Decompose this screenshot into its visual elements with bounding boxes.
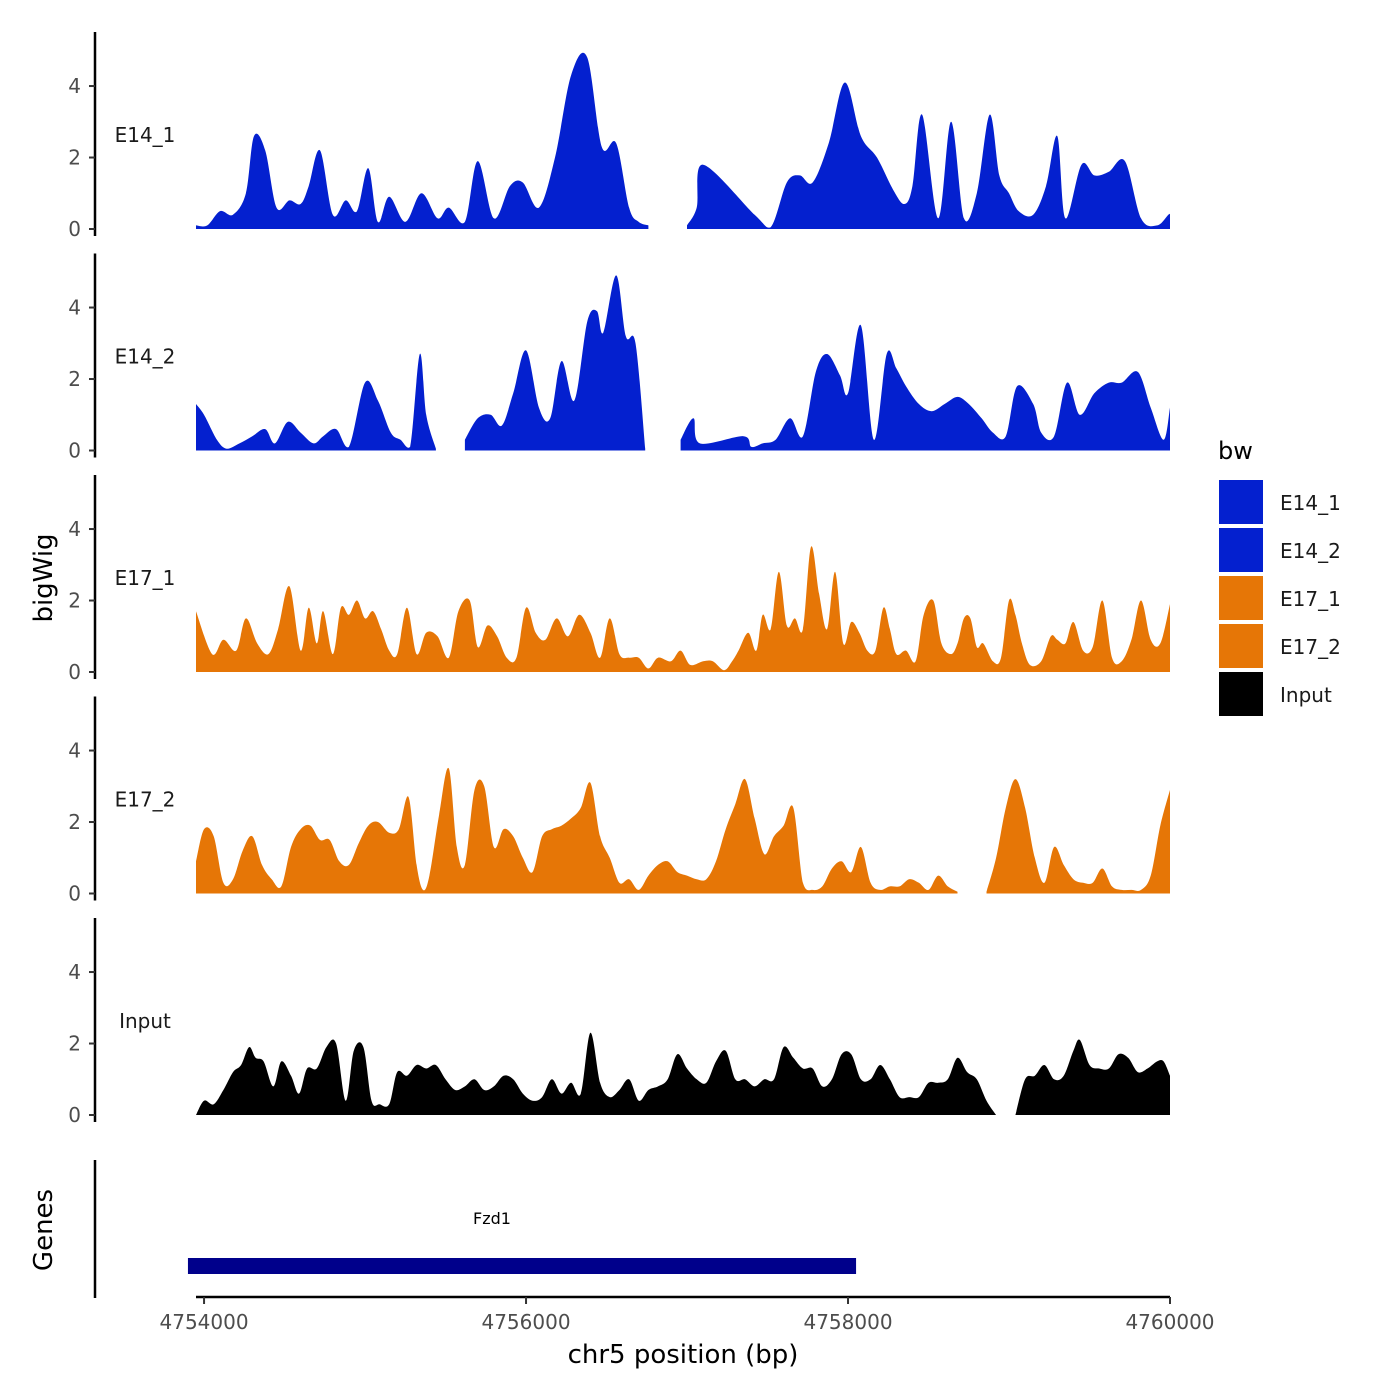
- area-e17-2-segment-1: [986, 779, 1170, 894]
- legend-swatch-e14-2: [1219, 528, 1263, 572]
- y-tick-label-e14-2-0: 0: [68, 439, 81, 463]
- area-e14-2-segment-0: [196, 353, 436, 451]
- gene-bar-fzd1: [187, 1258, 857, 1274]
- legend-label-e14-2: E14_2: [1280, 539, 1341, 563]
- legend-label-e17-1: E17_1: [1280, 587, 1341, 611]
- track-label-e17-1: E17_1: [115, 566, 176, 590]
- y-tick-label-input-2: 2: [68, 1032, 81, 1056]
- legend-swatch-e17-1: [1219, 576, 1263, 620]
- x-tick-label-4758000: 4758000: [803, 1310, 892, 1334]
- y-tick-label-e17-1-2: 2: [68, 589, 81, 613]
- x-tick-label-4756000: 4756000: [481, 1310, 570, 1334]
- area-e14-2-segment-2: [680, 324, 1170, 451]
- y-tick-label-e17-1-4: 4: [68, 517, 81, 541]
- y-tick-label-e17-2-2: 2: [68, 810, 81, 834]
- legend-label-e17-2: E17_2: [1280, 635, 1341, 659]
- area-e14-1-segment-0: [196, 52, 649, 229]
- legend-swatch-e14-1: [1219, 480, 1263, 524]
- legend-title: bw: [1218, 437, 1253, 465]
- legend-label-e14-1: E14_1: [1280, 491, 1341, 515]
- legend-swatch-e17-2: [1219, 624, 1263, 668]
- track-label-input: Input: [119, 1009, 171, 1033]
- track-label-e14-1: E14_1: [115, 123, 176, 147]
- genes-track-title: Genes: [29, 1189, 59, 1271]
- y-tick-label-e17-2-4: 4: [68, 739, 81, 763]
- area-input-segment-0: [196, 1032, 997, 1115]
- y-axis-title: bigWig: [29, 533, 59, 622]
- y-tick-label-e14-2-4: 4: [68, 296, 81, 320]
- y-tick-label-e14-1-4: 4: [68, 74, 81, 98]
- y-tick-label-e14-1-0: 0: [68, 217, 81, 241]
- area-input-segment-1: [1015, 1039, 1170, 1115]
- y-tick-label-e17-2-0: 0: [68, 882, 81, 906]
- area-e14-1-segment-1: [687, 82, 1170, 229]
- x-tick-label-4754000: 4754000: [160, 1310, 249, 1334]
- y-tick-label-e14-2-2: 2: [68, 367, 81, 391]
- x-tick-label-4760000: 4760000: [1125, 1310, 1214, 1334]
- legend-label-input: Input: [1280, 683, 1332, 707]
- track-label-e17-2: E17_2: [115, 788, 176, 812]
- legend-swatch-input: [1219, 672, 1263, 716]
- y-tick-label-e14-1-2: 2: [68, 146, 81, 170]
- track-label-e14-2: E14_2: [115, 345, 176, 369]
- y-tick-label-input-4: 4: [68, 960, 81, 984]
- area-e17-2-segment-0: [196, 767, 958, 894]
- area-e17-1-segment-0: [196, 546, 1170, 672]
- x-axis-title: chr5 position (bp): [568, 1340, 799, 1370]
- gene-label-fzd1: Fzd1: [473, 1209, 511, 1228]
- area-e14-2-segment-1: [464, 275, 646, 451]
- y-tick-label-e17-1-0: 0: [68, 660, 81, 684]
- y-tick-label-input-0: 0: [68, 1103, 81, 1127]
